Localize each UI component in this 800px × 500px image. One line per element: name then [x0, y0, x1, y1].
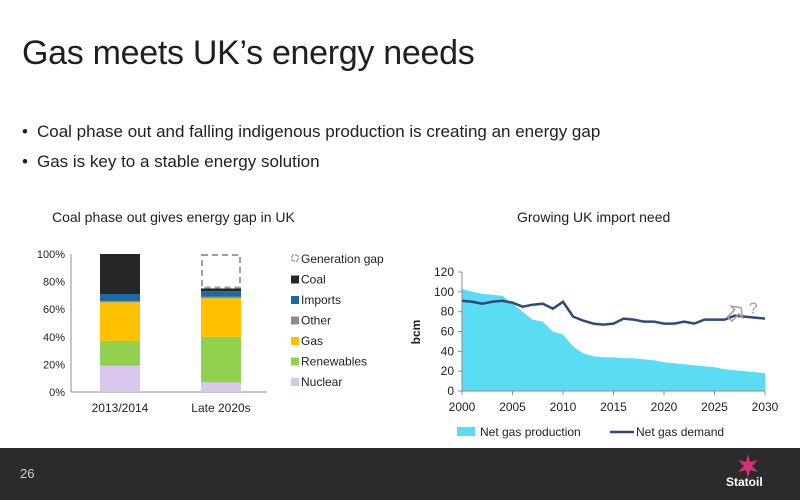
- legend-swatch: [457, 427, 475, 436]
- x-tick-label: Late 2020s: [191, 401, 250, 415]
- y-tick-label: 100%: [37, 249, 65, 261]
- bar-segment-nuclear: [201, 382, 241, 392]
- legend-swatch: [291, 378, 299, 386]
- legend-swatch: [291, 316, 299, 325]
- stacked-bar-chart: 0% 20% 40% 60% 80% 100% 2013/2014 Late 2020s Gen…: [37, 249, 384, 415]
- logo-text: Statoil: [726, 475, 763, 489]
- legend-label: Net gas production: [480, 425, 581, 439]
- legend-label: Other: [301, 314, 331, 328]
- bar-segment-generation-gap: [201, 254, 241, 289]
- y-tick-label: 20%: [43, 359, 65, 371]
- legend-swatch: [291, 357, 299, 366]
- x-tick-label: 2015: [600, 400, 627, 414]
- bar-segment-imports: [100, 294, 140, 301]
- y-tick-label: 80: [441, 305, 455, 319]
- annotation-text: ?: [749, 301, 758, 318]
- legend-swatch: [291, 296, 299, 304]
- legend-label: Renewables: [301, 355, 367, 369]
- y-tick-label: 120: [434, 265, 454, 279]
- annotation-arrow: [726, 305, 744, 323]
- bar-segment-other: [201, 296, 241, 299]
- bar-segment-renewables: [201, 336, 241, 383]
- bar-segment-imports: [201, 291, 241, 297]
- legend-swatch: [291, 254, 299, 262]
- legend-label: Imports: [301, 293, 341, 307]
- y-tick-label: 0%: [49, 387, 65, 399]
- bar-chart-title: Coal phase out gives energy gap in UK: [52, 209, 295, 225]
- net-gas-production-area: [462, 288, 765, 391]
- bullet-item: Gas is key to a stable energy solution: [22, 147, 600, 177]
- y-tick-label: 100: [434, 285, 454, 299]
- x-tick-label: 2010: [550, 400, 577, 414]
- bar-segment-other: [100, 300, 140, 303]
- y-tick-label: 60%: [43, 304, 65, 316]
- legend-swatch: [291, 275, 299, 284]
- bar-segment-gas: [201, 298, 241, 337]
- y-tick-label: 40%: [43, 332, 65, 344]
- y-axis-label: bcm: [409, 320, 423, 345]
- area-line-chart: 0 20 40 60 80 100 120 bcm 2000 2005 2010 2015 2020 20…: [409, 265, 779, 439]
- y-tick-label: 20: [441, 364, 455, 378]
- legend-swatch: [291, 337, 299, 345]
- x-tick-label: 2030: [752, 400, 779, 414]
- bar-segment-renewables: [100, 340, 140, 366]
- x-tick-label: 2000: [449, 400, 476, 414]
- legend-label: Generation gap: [301, 252, 384, 266]
- y-tick-label: 60: [441, 325, 455, 339]
- footer-bar: 26 Statoil: [0, 448, 800, 500]
- y-tick-label: 40: [441, 344, 455, 358]
- x-tick-label: 2025: [701, 400, 728, 414]
- statoil-logo: Statoil: [712, 454, 782, 492]
- y-tick-label: 0: [447, 384, 454, 398]
- x-tick-label: 2005: [499, 400, 526, 414]
- legend-label: Coal: [301, 273, 326, 287]
- bar-segment-coal: [100, 254, 140, 295]
- area-chart-title: Growing UK import need: [517, 209, 671, 225]
- legend-label: Nuclear: [301, 375, 342, 389]
- legend-label: Net gas demand: [636, 425, 724, 439]
- star-icon: [738, 454, 758, 478]
- bullet-list: Coal phase out and falling indigenous pr…: [22, 117, 600, 177]
- y-tick-label: 80%: [43, 277, 65, 289]
- page-number: 26: [20, 466, 35, 481]
- legend-label: Gas: [301, 334, 323, 348]
- x-tick-label: 2013/2014: [92, 401, 149, 415]
- bar-segment-nuclear: [100, 365, 140, 392]
- net-gas-demand-line: [461, 299, 766, 326]
- x-tick-label: 2020: [651, 400, 678, 414]
- bar-segment-gas: [100, 302, 140, 341]
- bullet-item: Coal phase out and falling indigenous pr…: [22, 117, 600, 147]
- slide-title: Gas meets UK’s energy needs: [22, 34, 475, 72]
- bar-segment-coal: [201, 288, 241, 292]
